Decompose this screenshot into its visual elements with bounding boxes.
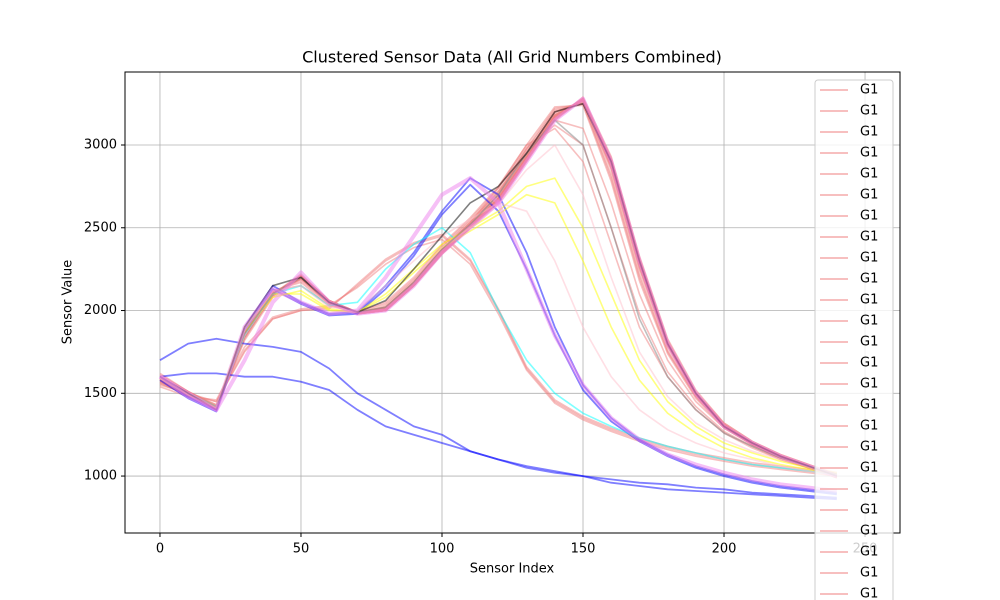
- chart-title: Clustered Sensor Data (All Grid Numbers …: [302, 48, 722, 67]
- ticks: 05010015020025010001500200025003000: [84, 137, 878, 556]
- y-tick-label: 1500: [84, 386, 117, 401]
- x-tick-label: 0: [156, 542, 164, 557]
- y-tick-label: 3000: [84, 137, 117, 152]
- legend-label: G1: [860, 188, 878, 203]
- series-line: [159, 372, 837, 501]
- legend: G1 G1 G1 G1 G1 G1 G1 G1 G1 G1 G1 G1 G1 G1 G1 G1 G1 G1 G1 G1…: [814, 79, 894, 600]
- y-tick-label: 2500: [84, 220, 117, 235]
- legend-box: [814, 79, 894, 600]
- legend-label: G1: [860, 251, 878, 266]
- legend-label: G1: [860, 482, 878, 497]
- legend-label: G1: [860, 125, 878, 140]
- grid: [125, 72, 900, 533]
- axes-frame: [124, 71, 901, 534]
- legend-label: G1: [860, 167, 878, 182]
- legend-label: G1: [860, 566, 878, 581]
- series-line: [159, 119, 838, 476]
- x-tick-label: 50: [293, 542, 310, 557]
- legend-label: G1: [860, 545, 878, 560]
- legend-label: G1: [860, 524, 878, 539]
- legend-label: G1: [860, 503, 878, 518]
- legend-label: G1: [860, 356, 878, 371]
- x-tick-label: 150: [571, 542, 596, 557]
- x-tick-label: 100: [430, 542, 455, 557]
- series-line: [159, 238, 837, 477]
- series-line: [159, 193, 837, 476]
- legend-label: G1: [860, 587, 878, 600]
- series-line: [158, 176, 838, 493]
- legend-label: G1: [860, 230, 878, 245]
- y-tick-label: 1000: [84, 469, 117, 484]
- legend-label: G1: [860, 461, 878, 476]
- legend-label: G1: [860, 335, 878, 350]
- legend-label: G1: [860, 209, 878, 224]
- legend-label: G1: [860, 104, 878, 119]
- y-tick-label: 2000: [84, 303, 117, 318]
- legend-label: G1: [860, 398, 878, 413]
- legend-label: G1: [860, 272, 878, 287]
- legend-label: G1: [860, 293, 878, 308]
- legend-label: G1: [860, 314, 878, 329]
- x-axis-label: Sensor Index: [470, 562, 555, 577]
- legend-label: G1: [860, 440, 878, 455]
- legend-label: G1: [860, 419, 878, 434]
- legend-label: G1: [860, 377, 878, 392]
- plot-area: [158, 96, 838, 501]
- y-axis-label: Sensor Value: [61, 260, 76, 344]
- x-tick-label: 200: [712, 542, 737, 557]
- legend-label: G1: [860, 83, 878, 98]
- legend-label: G1: [860, 146, 878, 161]
